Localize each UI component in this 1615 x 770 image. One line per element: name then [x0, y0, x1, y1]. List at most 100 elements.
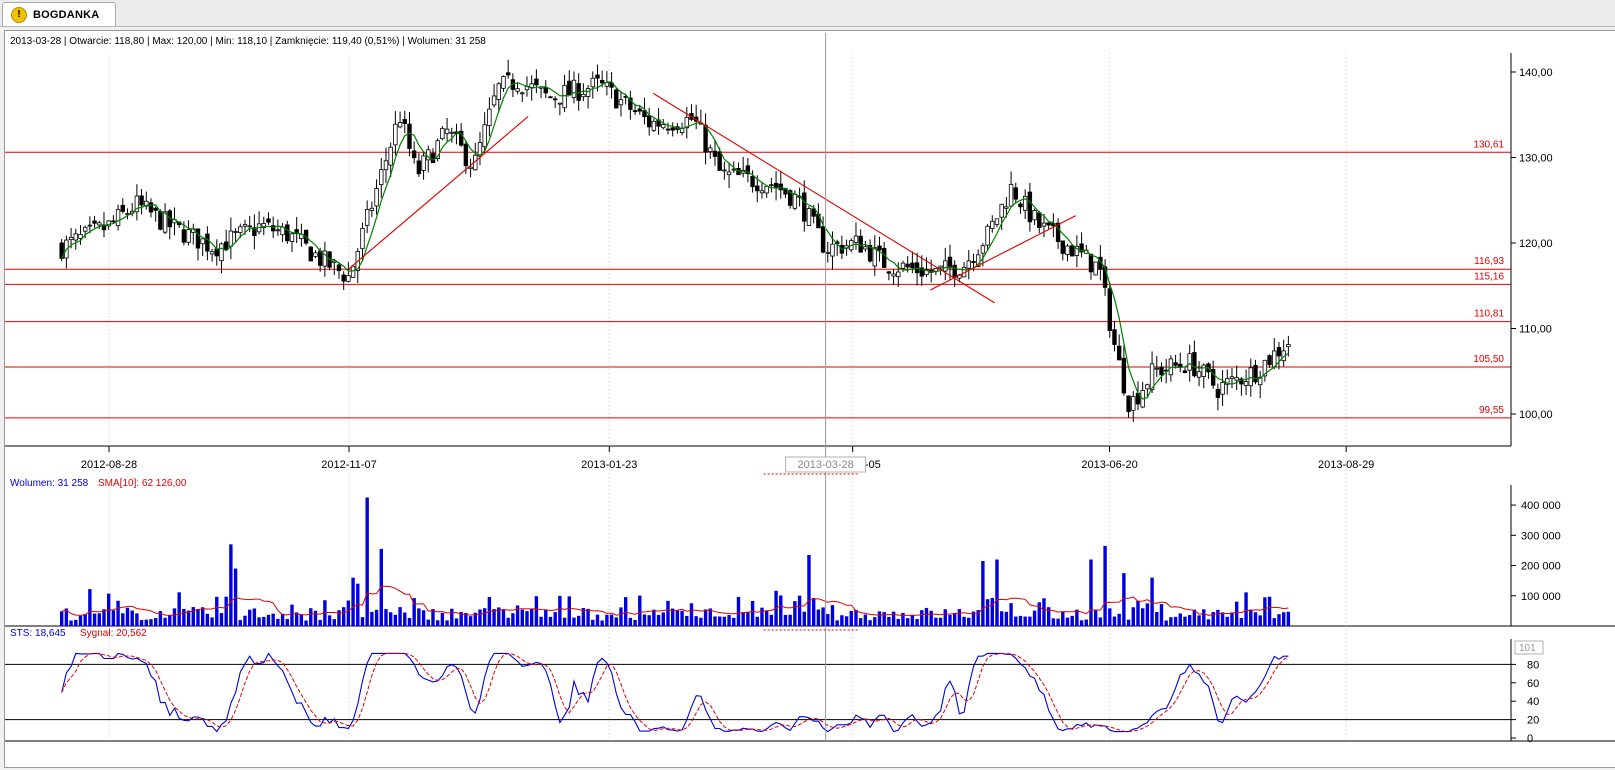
- candle-body: [759, 190, 765, 194]
- candle-body: [980, 245, 986, 254]
- candle-body: [261, 223, 266, 229]
- crosshair-date-label: 2013-03-28: [797, 459, 853, 471]
- volume-bar: [670, 608, 675, 626]
- candle-body: [1065, 245, 1070, 255]
- x-tick-label: 2012-08-28: [81, 459, 137, 471]
- candle-body: [1112, 329, 1117, 345]
- volume-bar: [1089, 559, 1093, 626]
- volume-bar: [478, 609, 482, 626]
- volume-bar: [591, 619, 595, 626]
- volume-bar: [182, 608, 186, 626]
- candle-body: [139, 195, 144, 206]
- candle-body: [435, 140, 440, 159]
- volume-bar: [290, 604, 294, 626]
- candle-body: [407, 123, 412, 149]
- volume-bar: [445, 620, 449, 626]
- candle-body: [1234, 377, 1239, 381]
- volume-bar: [200, 607, 205, 626]
- volume-bar: [694, 616, 698, 626]
- sts-value-marker-box: [1514, 640, 1544, 655]
- candle-body: [642, 110, 647, 118]
- sts-legend: STS: 18,645: [10, 628, 66, 639]
- volume-bar: [299, 614, 304, 626]
- volume-bar: [271, 613, 275, 626]
- volume-bar: [229, 544, 233, 626]
- volume-bar: [1065, 617, 1070, 626]
- chart-frame[interactable]: 2012-08-282012-11-072013-01-232013-04-05…: [4, 30, 1615, 768]
- volume-bar: [158, 611, 163, 626]
- volume-bar: [1263, 597, 1267, 626]
- volume-bar: [337, 610, 341, 626]
- volume-bar: [346, 600, 351, 626]
- candle-body: [1196, 371, 1202, 378]
- volume-bar: [1225, 616, 1229, 626]
- candle-body: [369, 207, 375, 211]
- volume-bar: [417, 608, 421, 626]
- volume-bar: [520, 609, 524, 626]
- candle-body: [421, 155, 426, 171]
- candle-body: [463, 143, 469, 167]
- candle-body: [82, 226, 88, 232]
- volume-bar: [802, 611, 806, 626]
- volume-bar: [896, 618, 900, 626]
- price-tick-label: 120,00: [1519, 238, 1553, 250]
- candle-body: [1201, 364, 1206, 377]
- candle-body: [1262, 359, 1268, 377]
- volume-bar: [868, 620, 872, 626]
- volume-tick-label: 100 000: [1521, 591, 1561, 603]
- volume-bar: [482, 608, 487, 626]
- volume-bar: [887, 616, 891, 626]
- level-label: 99,55: [1479, 405, 1504, 416]
- volume-bar: [468, 616, 473, 626]
- volume-bar: [1159, 604, 1164, 626]
- price-tick-label: 140,00: [1519, 67, 1553, 79]
- candle-body: [1220, 382, 1225, 395]
- volume-bar: [511, 613, 515, 626]
- volume-bar: [708, 608, 712, 626]
- volume-bar: [1286, 611, 1291, 626]
- volume-bar: [304, 620, 308, 626]
- candle-body: [543, 87, 548, 94]
- candle-body: [148, 202, 154, 213]
- candle-body: [552, 98, 558, 101]
- trend-line[interactable]: [652, 92, 995, 304]
- trend-line[interactable]: [930, 215, 1077, 291]
- volume-bar: [1093, 609, 1098, 626]
- volume-bar: [788, 614, 792, 626]
- candle-body: [590, 77, 595, 88]
- candle-body: [943, 260, 948, 272]
- volume-bar: [102, 609, 106, 626]
- candle-body: [557, 102, 563, 105]
- chart-canvas[interactable]: 2012-08-282012-11-072013-01-232013-04-05…: [5, 31, 1615, 767]
- volume-bar: [341, 607, 346, 626]
- volume-bar: [515, 605, 520, 626]
- volume-bar: [243, 615, 247, 626]
- candle-body: [1145, 384, 1150, 390]
- volume-bar: [247, 609, 252, 626]
- volume-bar: [280, 613, 285, 626]
- volume-bar: [69, 620, 73, 626]
- candle-body: [487, 108, 492, 126]
- volume-bar: [929, 610, 933, 626]
- volume-bar: [863, 614, 868, 626]
- volume-bar: [990, 598, 994, 626]
- volume-bar: [64, 608, 69, 626]
- volume-bar: [985, 599, 990, 626]
- candle-body: [219, 243, 224, 262]
- candle-body: [562, 84, 567, 109]
- candle-body: [726, 171, 732, 176]
- volume-bar: [1140, 608, 1145, 626]
- volume-bar: [638, 595, 642, 626]
- volume-tick-label: 200 000: [1521, 561, 1561, 573]
- volume-bar: [1277, 614, 1281, 626]
- candle-body: [971, 261, 976, 264]
- candle-body: [585, 88, 591, 97]
- tab-bogdanka[interactable]: ! BOGDANKA: [2, 2, 116, 26]
- volume-bar: [873, 617, 877, 626]
- volume-bar: [1136, 600, 1140, 626]
- candle-body: [416, 160, 422, 175]
- candle-body: [1149, 363, 1155, 391]
- candle-body: [632, 110, 638, 113]
- candle-body: [1008, 183, 1014, 207]
- trend-line[interactable]: [348, 116, 529, 270]
